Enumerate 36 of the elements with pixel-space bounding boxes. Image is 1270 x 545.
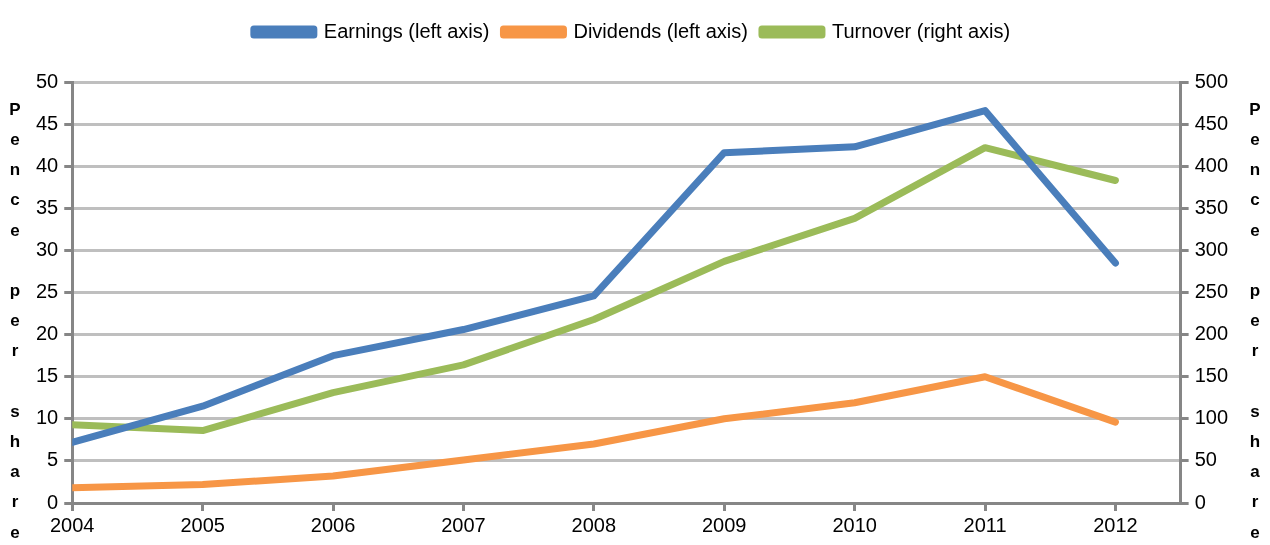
y-tick-label: 20 — [36, 322, 59, 345]
text: Pence per share — [9, 99, 21, 542]
y-tick-label: 0 — [47, 490, 59, 513]
y-tick-label: 30 — [36, 237, 59, 260]
y2-tick-label: 200 — [1194, 322, 1229, 345]
y-tick-label: 35 — [36, 195, 59, 218]
y-tick-label: 25 — [36, 280, 59, 303]
text: Pence per share — [1249, 99, 1261, 542]
y-tick-label: 40 — [36, 153, 59, 176]
y2-tick-label: 500 — [1194, 69, 1229, 92]
x-tick-label: 2006 — [310, 513, 356, 536]
x-tick-label: 2012 — [1093, 513, 1138, 536]
y2-tick-label: 250 — [1194, 280, 1229, 303]
x-tick-label: 2009 — [701, 513, 747, 536]
y2-tick-label: 50 — [1194, 448, 1217, 471]
y-tick-label: 10 — [36, 406, 59, 429]
y-tick-label: 45 — [36, 111, 59, 134]
legend-label: Turnover (right axis) — [831, 19, 1011, 42]
y2-tick-label: 300 — [1194, 237, 1229, 260]
x-tick-label: 2008 — [571, 513, 617, 536]
y2-tick-label: 450 — [1194, 111, 1229, 134]
y-tick-label: 50 — [36, 69, 59, 92]
x-tick-label: 2005 — [180, 513, 225, 536]
y2-tick-label: 400 — [1194, 153, 1229, 176]
x-tick-label: 2004 — [50, 513, 95, 536]
legend-label: Dividends (left axis) — [573, 19, 748, 42]
legend-label: Earnings (left axis) — [323, 19, 490, 42]
y-tick-label: 5 — [47, 448, 59, 471]
y2-tick-label: 150 — [1194, 364, 1229, 387]
y2-tick-label: 0 — [1194, 490, 1206, 513]
y2-tick-label: 350 — [1194, 195, 1229, 218]
y2-tick-label: 100 — [1194, 406, 1229, 429]
x-tick-label: 2011 — [963, 513, 1007, 536]
x-tick-label: 2007 — [441, 513, 486, 536]
x-tick-label: 2010 — [832, 513, 877, 536]
y-tick-label: 15 — [36, 364, 59, 387]
